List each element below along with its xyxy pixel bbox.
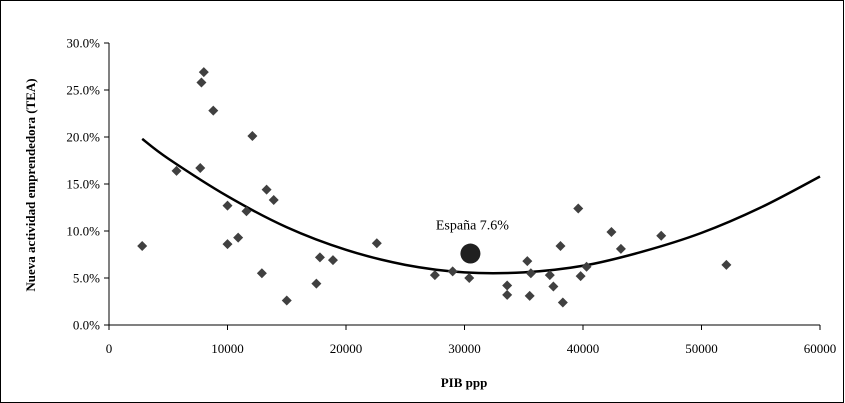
- y-tick-label: 5.0%: [73, 271, 100, 286]
- data-point: [555, 241, 566, 252]
- data-point: [502, 280, 513, 291]
- x-tick-label: 10000: [211, 341, 244, 356]
- y-tick-label: 10.0%: [66, 224, 100, 239]
- x-tick-label: 50000: [685, 341, 718, 356]
- data-point: [256, 268, 267, 279]
- data-point: [241, 206, 252, 217]
- data-point: [548, 281, 559, 292]
- x-tick-label: 30000: [448, 341, 481, 356]
- data-point: [233, 232, 244, 243]
- data-point: [268, 194, 279, 205]
- data-point: [171, 165, 182, 176]
- data-point: [195, 163, 206, 174]
- data-point: [222, 239, 233, 250]
- y-tick-label: 15.0%: [66, 177, 100, 192]
- y-tick-label: 30.0%: [66, 36, 100, 51]
- x-tick-label: 40000: [567, 341, 600, 356]
- y-tick-label: 20.0%: [66, 130, 100, 145]
- highlight-point-espana: [460, 243, 481, 264]
- x-tick-label: 20000: [330, 341, 363, 356]
- x-tick-label: 60000: [804, 341, 837, 356]
- data-point: [196, 77, 207, 88]
- y-tick-label: 0.0%: [73, 318, 100, 333]
- data-point: [447, 266, 458, 277]
- data-point: [615, 243, 626, 254]
- data-point: [208, 105, 219, 116]
- data-point: [573, 203, 584, 214]
- highlight-label: España 7.6%: [436, 219, 509, 234]
- data-point: [247, 131, 258, 142]
- data-point: [281, 295, 292, 306]
- data-point: [198, 67, 209, 78]
- data-point: [524, 290, 535, 301]
- data-point: [327, 255, 338, 266]
- data-point: [261, 184, 272, 195]
- data-point: [575, 271, 586, 282]
- data-point: [606, 226, 617, 237]
- x-axis-ticks: 0 10000 20000 30000 40000 50000 60000: [106, 325, 837, 356]
- data-point: [429, 270, 440, 281]
- data-point: [371, 238, 382, 249]
- x-axis-label: PIB ppp: [441, 375, 488, 390]
- x-tick-label: 0: [106, 341, 113, 356]
- data-point: [557, 297, 568, 308]
- data-point: [544, 270, 555, 281]
- data-point: [464, 273, 475, 283]
- y-axis-label: Nueva actividad emprendedora (TEA): [23, 78, 38, 291]
- data-point: [525, 268, 536, 279]
- y-axis-ticks: 0.0% 5.0% 10.0% 15.0% 20.0% 25.0% 30.0%: [66, 36, 109, 333]
- data-point: [581, 261, 592, 272]
- trendline: [141, 137, 821, 275]
- data-points: [137, 67, 732, 308]
- data-point: [137, 241, 148, 252]
- data-point: [656, 230, 667, 241]
- data-point: [522, 256, 533, 267]
- data-point: [502, 289, 513, 300]
- data-point: [311, 278, 322, 289]
- data-point: [222, 200, 233, 211]
- y-tick-label: 25.0%: [66, 83, 100, 98]
- data-point: [314, 252, 325, 263]
- data-point: [721, 259, 732, 270]
